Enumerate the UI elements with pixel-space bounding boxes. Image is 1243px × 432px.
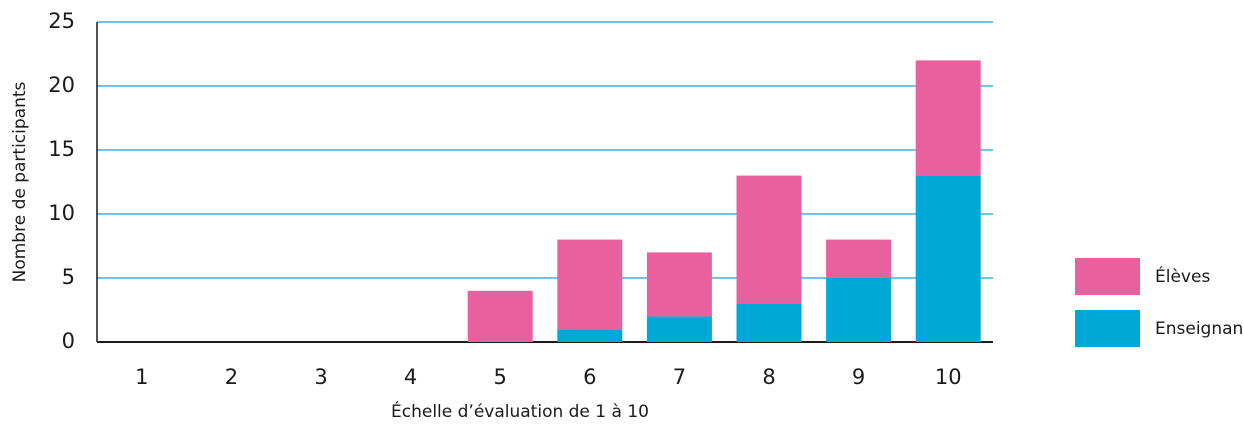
bar-segment bbox=[915, 60, 981, 176]
y-tick-label: 20 bbox=[48, 73, 75, 97]
legend-swatch bbox=[1075, 258, 1140, 295]
legend-label: Enseignant bbox=[1155, 319, 1243, 339]
y-tick-label: 5 bbox=[62, 265, 75, 289]
bar-segment bbox=[646, 316, 712, 342]
bar-segment bbox=[646, 252, 712, 317]
y-tick-label: 25 bbox=[48, 9, 75, 33]
legend-label: Élèves bbox=[1155, 265, 1210, 287]
x-tick-label: 3 bbox=[314, 365, 327, 389]
x-tick-label: 8 bbox=[762, 365, 775, 389]
y-tick-label: 15 bbox=[48, 137, 75, 161]
x-tick-label: 1 bbox=[135, 365, 148, 389]
bar-segment bbox=[915, 175, 981, 342]
x-tick-label: 4 bbox=[404, 365, 417, 389]
x-tick-label: 5 bbox=[494, 365, 507, 389]
bar-segment bbox=[826, 239, 892, 278]
bar-segment bbox=[736, 303, 802, 342]
bar-segment bbox=[826, 278, 892, 342]
bar-segment bbox=[557, 239, 623, 330]
x-tick-label: 9 bbox=[852, 365, 865, 389]
y-axis-label: Nombre de participants bbox=[10, 81, 30, 282]
x-tick-label: 6 bbox=[583, 365, 596, 389]
bar-segment bbox=[467, 290, 533, 342]
x-tick-label: 10 bbox=[935, 365, 962, 389]
x-axis-label: Échelle d’évaluation de 1 à 10 bbox=[391, 400, 649, 422]
legend-swatch bbox=[1075, 310, 1140, 347]
y-tick-label: 0 bbox=[62, 329, 75, 353]
bar-segment bbox=[557, 329, 623, 342]
bar-segment bbox=[736, 175, 802, 304]
x-tick-label: 2 bbox=[225, 365, 238, 389]
y-tick-label: 10 bbox=[48, 201, 75, 225]
x-tick-label: 7 bbox=[673, 365, 686, 389]
